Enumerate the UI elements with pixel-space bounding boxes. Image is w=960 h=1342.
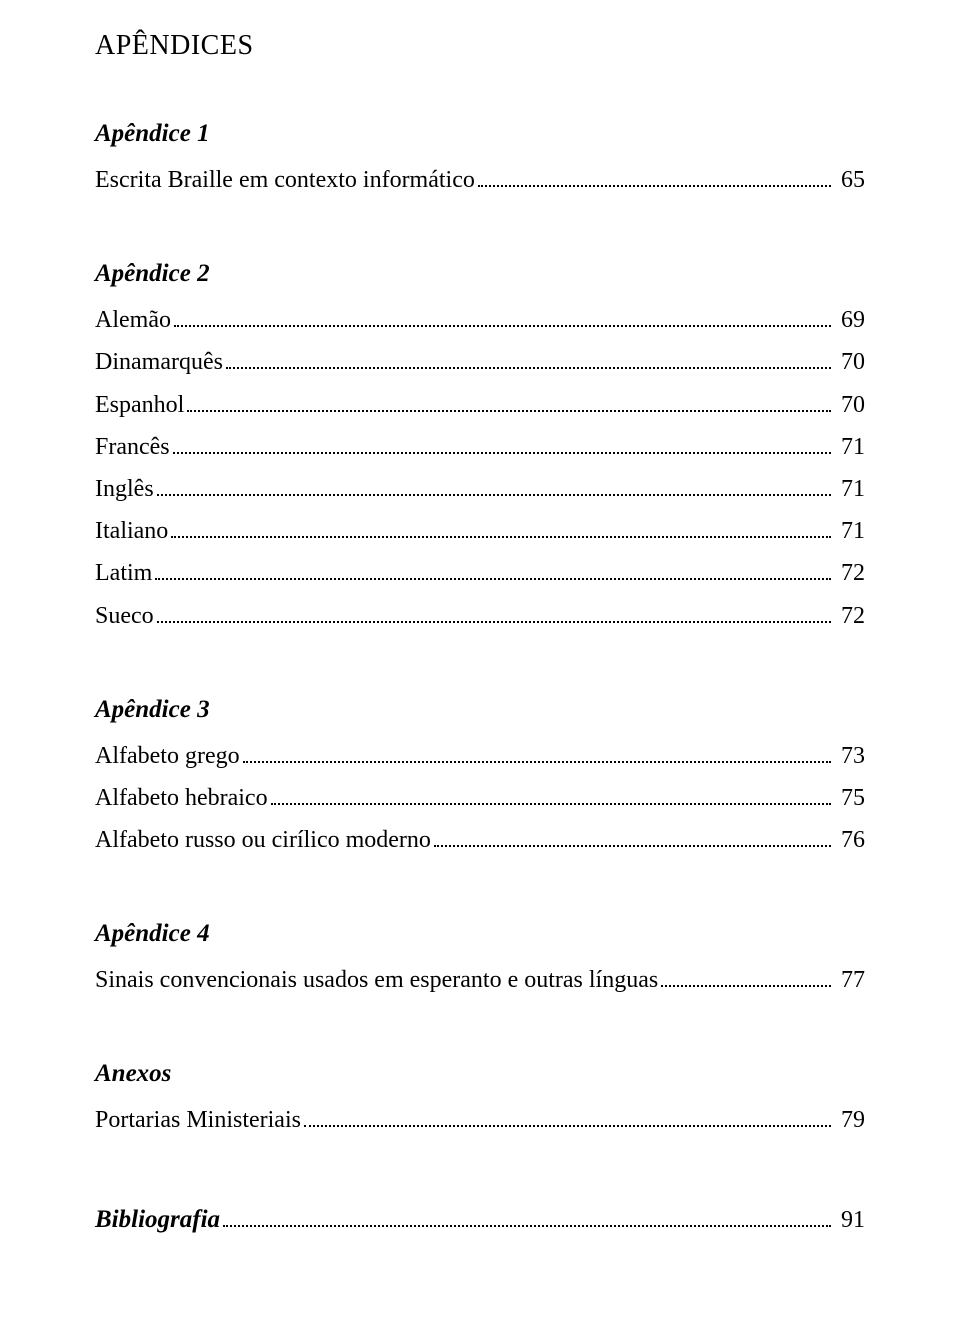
toc-entry-label: Escrita Braille em contexto informático	[95, 162, 475, 199]
toc-entry-label: Sinais convencionais usados em esperanto…	[95, 962, 658, 999]
toc-page-number: 70	[837, 387, 865, 424]
toc-page-number: 71	[837, 513, 865, 550]
section-gap	[95, 1145, 865, 1201]
toc-page-number: 76	[837, 822, 865, 859]
toc-entry: Alfabeto hebraico 75	[95, 780, 865, 817]
toc-entry-label: Alemão	[95, 302, 171, 339]
leader-dots	[271, 781, 831, 805]
toc-entry: Inglês 71	[95, 471, 865, 508]
toc-entry: Italiano 71	[95, 513, 865, 550]
toc-entry: Latim 72	[95, 555, 865, 592]
page-title: APÊNDICES	[95, 30, 865, 62]
toc-entry: Francês 71	[95, 429, 865, 466]
section-gap	[95, 1004, 865, 1060]
section-heading: Bibliografia	[95, 1201, 220, 1240]
leader-dots	[243, 739, 831, 763]
leader-dots	[187, 388, 831, 412]
toc-page-number: 70	[837, 344, 865, 381]
leader-dots	[478, 163, 831, 187]
leader-dots	[434, 823, 831, 847]
toc-entry-label: Inglês	[95, 471, 154, 508]
leader-dots	[157, 599, 831, 623]
toc-page-number: 91	[837, 1202, 865, 1239]
toc-page-number: 75	[837, 780, 865, 817]
toc-page-number: 71	[837, 429, 865, 466]
toc-page-number: 71	[837, 471, 865, 508]
toc-entry-label: Latim	[95, 555, 152, 592]
toc-entry-label: Italiano	[95, 513, 168, 550]
toc-page-number: 69	[837, 302, 865, 339]
toc-entry: Alemão 69	[95, 302, 865, 339]
toc-entry-label: Alfabeto hebraico	[95, 780, 268, 817]
toc-entry: Dinamarquês 70	[95, 344, 865, 381]
toc-entry-label: Sueco	[95, 598, 154, 635]
toc-page-number: 65	[837, 162, 865, 199]
toc-entry-label: Alfabeto russo ou cirílico moderno	[95, 822, 431, 859]
toc-page-number: 72	[837, 555, 865, 592]
toc-page-number: 77	[837, 962, 865, 999]
leader-dots	[661, 963, 831, 987]
leader-dots	[226, 345, 831, 369]
toc-entry-label: Alfabeto grego	[95, 738, 240, 775]
leader-dots	[155, 556, 831, 580]
toc-entry-label: Portarias Ministeriais	[95, 1102, 301, 1139]
toc-entry: Alfabeto russo ou cirílico moderno 76	[95, 822, 865, 859]
section-heading: Apêndice 1	[95, 120, 865, 148]
section-heading: Apêndice 2	[95, 260, 865, 288]
section-heading: Apêndice 4	[95, 920, 865, 948]
leader-dots	[223, 1203, 831, 1227]
toc-entry: Sinais convencionais usados em esperanto…	[95, 962, 865, 999]
toc-entry: Escrita Braille em contexto informático 6…	[95, 162, 865, 199]
toc-section-title-line: Bibliografia 91	[95, 1201, 865, 1240]
leader-dots	[157, 472, 831, 496]
leader-dots	[174, 303, 831, 327]
toc-entry-label: Francês	[95, 429, 170, 466]
leader-dots	[304, 1103, 831, 1127]
section-gap	[95, 640, 865, 696]
leader-dots	[171, 514, 831, 538]
toc-entry: Portarias Ministeriais 79	[95, 1102, 865, 1139]
toc-entry-label: Espanhol	[95, 387, 184, 424]
leader-dots	[173, 430, 831, 454]
toc-entry: Espanhol 70	[95, 387, 865, 424]
toc-entry-label: Dinamarquês	[95, 344, 223, 381]
toc-page-number: 72	[837, 598, 865, 635]
toc-page-number: 79	[837, 1102, 865, 1139]
section-heading: Apêndice 3	[95, 696, 865, 724]
section-heading: Anexos	[95, 1060, 865, 1088]
section-gap	[95, 864, 865, 920]
toc-page-number: 73	[837, 738, 865, 775]
toc-container: Apêndice 1 Escrita Braille em contexto in…	[95, 120, 865, 1239]
toc-entry: Sueco 72	[95, 598, 865, 635]
section-gap	[95, 204, 865, 260]
toc-entry: Alfabeto grego 73	[95, 738, 865, 775]
